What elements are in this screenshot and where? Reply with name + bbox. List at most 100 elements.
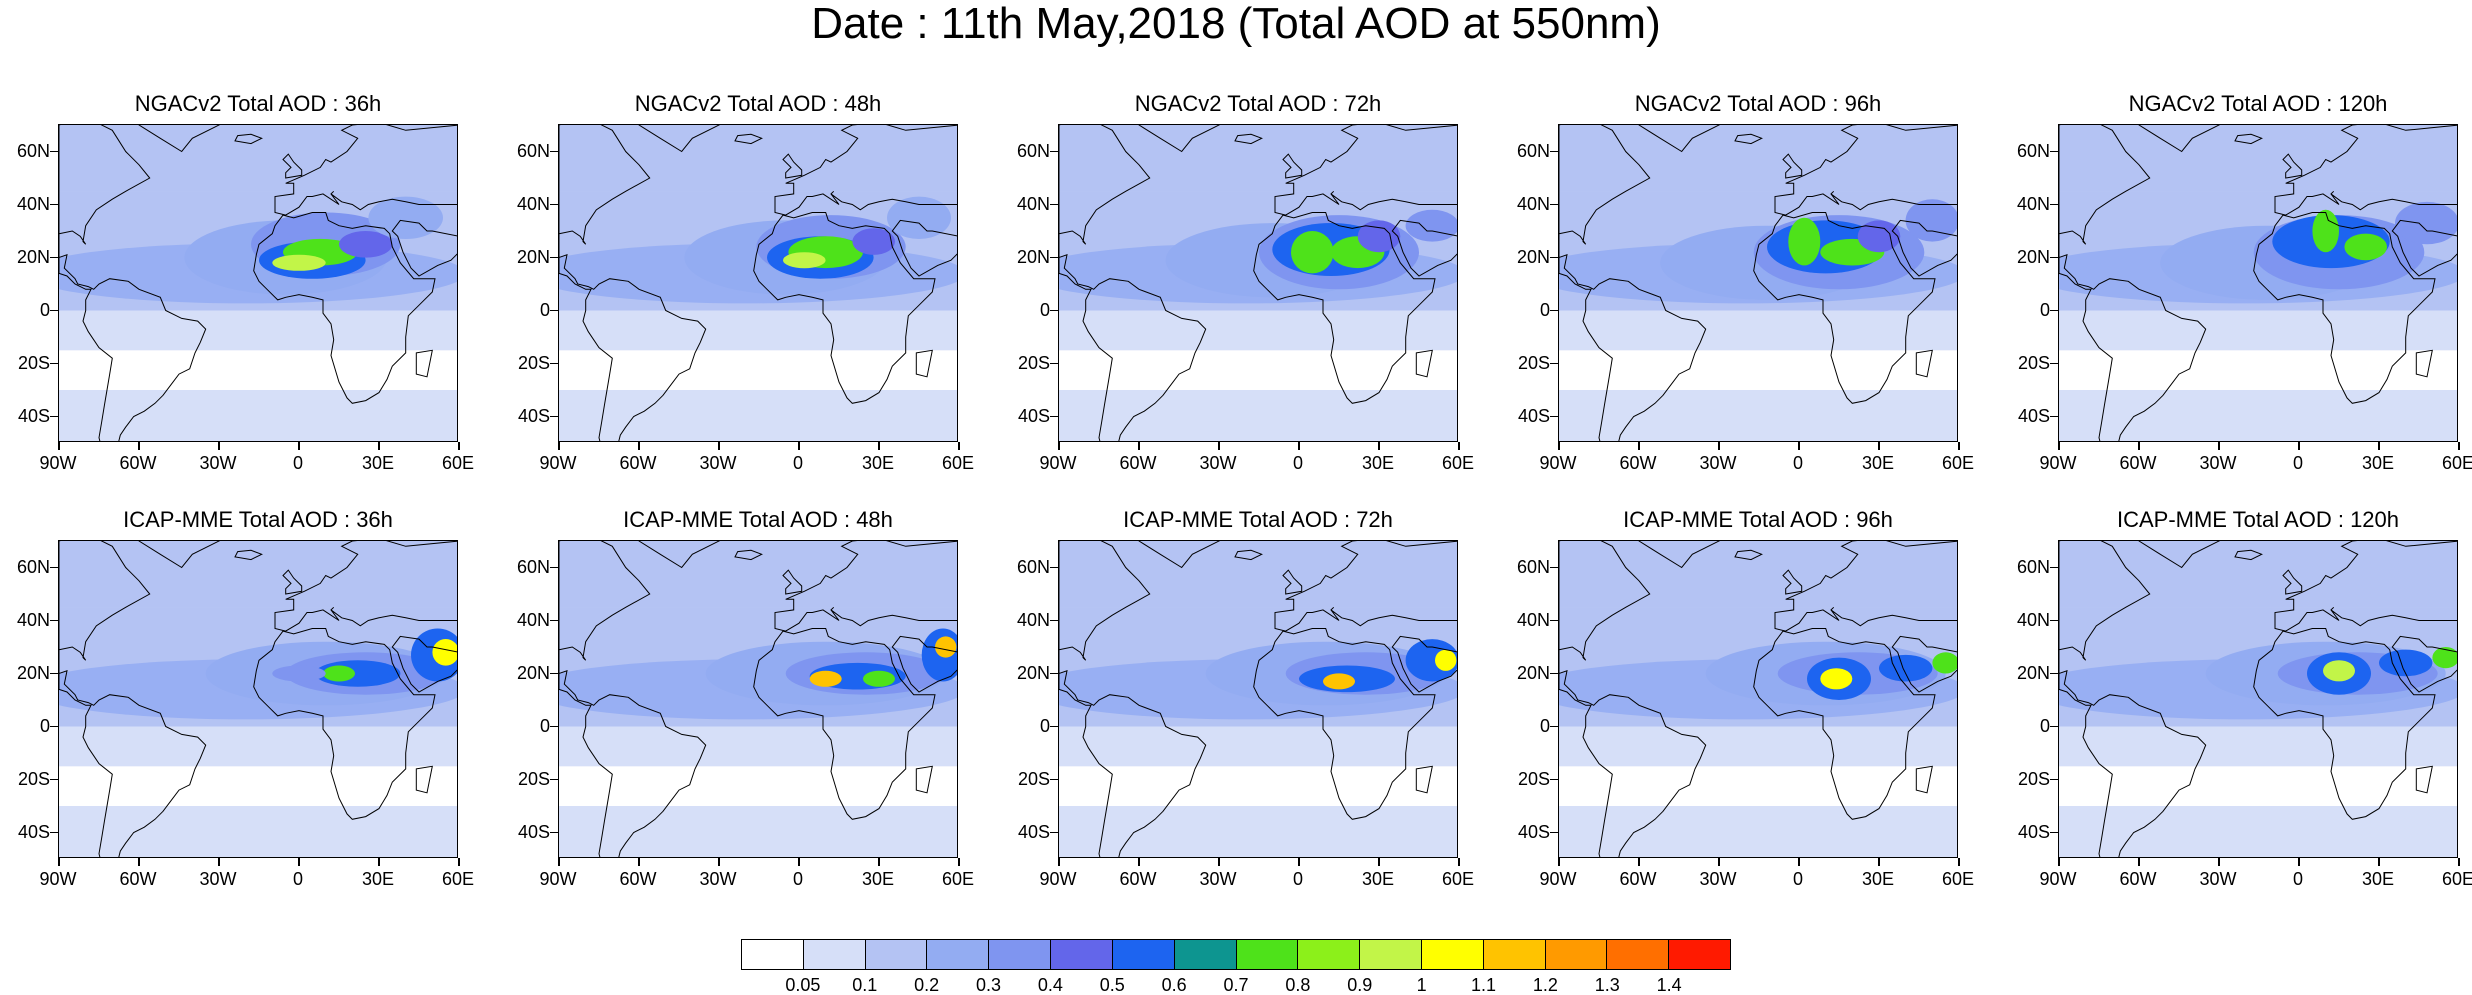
coastline	[1253, 628, 1436, 820]
aod-band	[59, 541, 457, 608]
aod-band	[59, 310, 457, 351]
aod-map	[1058, 124, 1458, 442]
coastline	[2138, 541, 2221, 569]
coastline	[1753, 628, 1936, 820]
aod-band	[1059, 766, 1457, 806]
coastline	[891, 219, 957, 277]
panel-title: NGACv2 Total AOD : 48h	[634, 91, 882, 116]
lon-tick-label: 60E	[941, 869, 975, 889]
lat-tick-mark	[50, 203, 58, 205]
lon-tick-mark	[1378, 442, 1380, 450]
lat-tick-mark	[50, 619, 58, 621]
lat-tick-mark	[550, 256, 558, 258]
aod-blob	[272, 254, 326, 271]
lat-tick-label: 20N	[1516, 662, 1550, 683]
aod-blob	[809, 670, 842, 687]
lon-tick-label: 0	[2292, 453, 2303, 473]
coastline	[638, 541, 721, 569]
lat-tick-label: 20N	[16, 662, 50, 683]
map-panel: NGACv2 Total AOD : 36h 60N 40N 20N 0 20S 40S 90…	[0, 92, 480, 482]
lat-tick-label: 40N	[1016, 609, 1050, 630]
lon-tick-mark	[1298, 858, 1300, 866]
aod-band	[559, 607, 957, 647]
lat-tick-mark	[1550, 566, 1558, 568]
lat-tick-mark	[1050, 309, 1058, 311]
lat-tick-label: 60N	[2016, 556, 2050, 577]
lon-tick-label: 30E	[2361, 869, 2395, 889]
lat-tick-mark	[50, 725, 58, 727]
lat-tick-mark	[1550, 725, 1558, 727]
aod-band	[1059, 541, 1457, 608]
lon-tick-label: 60W	[1619, 869, 1657, 889]
aod-blob	[2344, 233, 2387, 261]
lat-tick-label: 40S	[1517, 405, 1550, 426]
lon-tick-mark	[1458, 858, 1460, 866]
aod-band	[1059, 125, 1457, 192]
coastline	[1891, 635, 1957, 693]
aod-band	[559, 390, 957, 441]
colorbar-box	[1607, 940, 1670, 969]
lon-tick-mark	[1138, 858, 1140, 866]
lat-tick-mark	[2050, 150, 2058, 152]
lon-tick-mark	[138, 442, 140, 450]
lat-tick-label: 0	[1539, 715, 1550, 736]
lon-tick-label: 60E	[1941, 869, 1975, 889]
lon-tick-mark	[1558, 442, 1560, 450]
map-panel: ICAP-MME Total AOD : 96h 60N 40N 20N 0 20S 40S…	[1500, 508, 1980, 898]
aod-blob	[323, 665, 355, 682]
lon-tick-label: 30E	[361, 453, 395, 473]
coastline	[234, 133, 263, 145]
coastline	[1891, 219, 1957, 277]
coastline	[1415, 349, 1433, 378]
lat-tick-label: 20N	[1016, 662, 1050, 683]
lon-tick-mark	[1638, 858, 1640, 866]
lat-tick-mark	[550, 778, 558, 780]
aod-band	[1559, 806, 1957, 857]
aod-map-svg	[59, 541, 457, 857]
coastline	[1782, 153, 1803, 179]
lat-tick-mark	[1050, 831, 1058, 833]
lon-tick-mark	[1298, 442, 1300, 450]
lat-tick-label: 60N	[2016, 140, 2050, 161]
lon-tick-label: 0	[292, 453, 303, 473]
map-panel: ICAP-MME Total AOD : 72h 60N 40N 20N 0 20S 40S…	[1000, 508, 1480, 898]
coastline	[2253, 628, 2436, 820]
lon-tick-label: 30E	[861, 869, 895, 889]
lat-tick-label: 20S	[517, 768, 550, 789]
aod-blob	[1357, 220, 1401, 253]
aod-band	[59, 350, 457, 390]
coastline	[138, 541, 221, 569]
lat-tick-mark	[1050, 566, 1058, 568]
lon-tick-label: 90W	[1039, 869, 1077, 889]
aod-band	[559, 310, 957, 351]
lon-tick-mark	[378, 442, 380, 450]
lon-tick-label: 60W	[1619, 453, 1657, 473]
lat-tick-label: 40S	[2017, 405, 2050, 426]
coastline	[2391, 635, 2457, 693]
lon-tick-mark	[798, 442, 800, 450]
lon-tick-label: 30E	[1861, 869, 1895, 889]
lat-tick-label: 20S	[1517, 768, 1550, 789]
coastline	[2253, 212, 2436, 404]
lon-tick-mark	[638, 442, 640, 450]
colorbar-label: 0.3	[975, 975, 1002, 995]
coastline	[1274, 125, 1457, 216]
lat-tick-label: 0	[39, 299, 50, 320]
aod-blob	[887, 196, 951, 239]
lat-tick-label: 40N	[2016, 193, 2050, 214]
aod-blob	[863, 670, 895, 687]
coastline	[1415, 765, 1433, 794]
lat-tick-label: 40S	[17, 821, 50, 842]
lat-tick-mark	[1050, 362, 1058, 364]
colorbar-box	[1051, 940, 1113, 969]
lat-tick-label: 40S	[1017, 405, 1050, 426]
lon-tick-label: 30W	[2199, 453, 2237, 473]
lat-tick-label: 20N	[1516, 246, 1550, 267]
lon-tick-label: 60E	[441, 453, 475, 473]
aod-map	[1558, 540, 1958, 858]
aod-blob	[935, 636, 957, 658]
aod-blob	[1905, 199, 1957, 242]
colorbar-box	[1669, 940, 1730, 969]
lon-tick-label: 90W	[1539, 453, 1577, 473]
aod-band	[1559, 607, 1957, 647]
